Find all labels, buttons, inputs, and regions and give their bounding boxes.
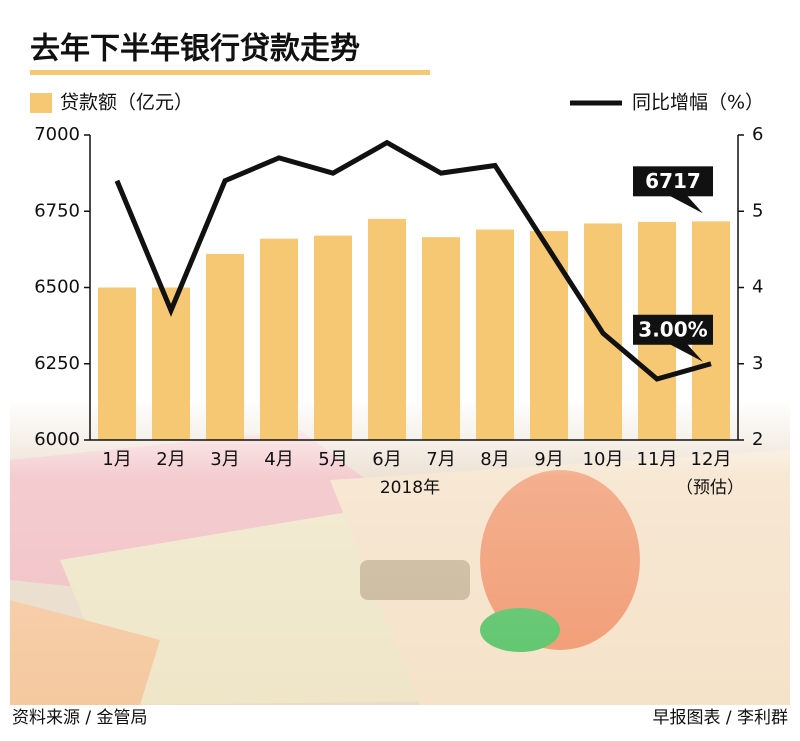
y-tick-label: 7000 bbox=[34, 124, 80, 145]
bar bbox=[314, 235, 352, 440]
data-label-box bbox=[633, 166, 713, 197]
bar bbox=[422, 237, 460, 440]
x-tick-label: 9月 bbox=[534, 449, 563, 470]
x-tick-label: 5月 bbox=[318, 449, 347, 470]
x-tick-label: 8月 bbox=[480, 449, 509, 470]
y-tick-label: 6000 bbox=[34, 429, 80, 450]
line bbox=[114, 139, 712, 382]
bar bbox=[206, 253, 244, 440]
x-tick-label: 2月 bbox=[156, 449, 185, 470]
y-tick-label: 6750 bbox=[34, 200, 80, 221]
bar bbox=[476, 229, 514, 440]
x-tick-label: 12月 bbox=[691, 449, 732, 470]
x-tick-label: 7月 bbox=[426, 449, 455, 470]
y2-tick-label: 5 bbox=[752, 200, 763, 221]
y2-tick-label: 2 bbox=[752, 429, 763, 450]
y2-tick-label: 4 bbox=[752, 277, 763, 298]
data-label-box bbox=[633, 314, 713, 345]
y-tick-label: 6500 bbox=[34, 277, 80, 298]
bar bbox=[530, 231, 568, 440]
y2-tick-label: 6 bbox=[752, 124, 763, 145]
legend-swatch bbox=[30, 93, 52, 113]
data-label: 3.00% bbox=[638, 317, 707, 341]
x-axis-label: 2018年 bbox=[380, 478, 440, 498]
credit: 早报图表 / 李利群 bbox=[652, 708, 788, 728]
title-underline bbox=[30, 70, 430, 75]
data-label-pointer bbox=[665, 341, 703, 362]
x-tick-label: 6月 bbox=[372, 449, 401, 470]
y2-tick-label: 3 bbox=[752, 353, 763, 374]
bar bbox=[98, 287, 136, 440]
chart-title: 去年下半年银行贷款走势 bbox=[30, 32, 360, 67]
data-label-pointer bbox=[665, 193, 703, 214]
source: 资料来源 / 金管局 bbox=[12, 708, 148, 728]
bar bbox=[368, 218, 406, 440]
legend-label: 贷款额（亿元） bbox=[60, 92, 193, 114]
legend-label: 同比增幅（%） bbox=[632, 92, 764, 114]
bar bbox=[260, 238, 298, 440]
x-tick-label: 3月 bbox=[210, 449, 239, 470]
x-note: （预估） bbox=[676, 478, 744, 498]
x-tick-label: 10月 bbox=[583, 449, 624, 470]
x-tick-label: 1月 bbox=[102, 449, 131, 470]
background-photo bbox=[10, 400, 790, 705]
x-tick-label: 11月 bbox=[637, 449, 678, 470]
x-tick-label: 4月 bbox=[264, 449, 293, 470]
data-label: 6717 bbox=[645, 169, 701, 193]
y-tick-label: 6250 bbox=[34, 353, 80, 374]
